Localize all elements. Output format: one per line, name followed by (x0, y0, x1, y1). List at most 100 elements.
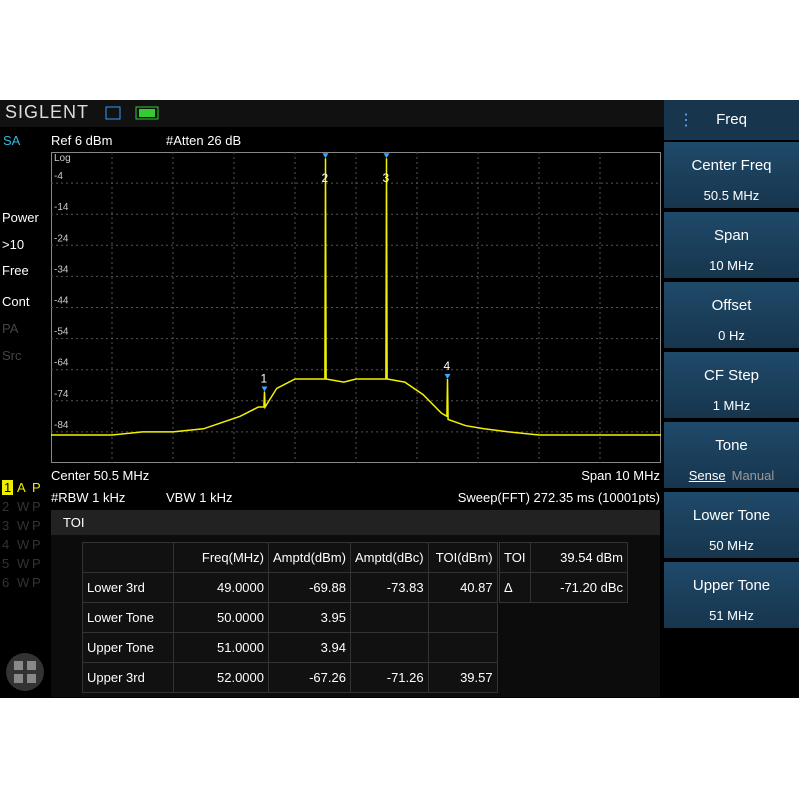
marker-label: 3 (383, 171, 390, 185)
trace-flag: W (17, 537, 30, 552)
screen: SIGLENT SA Ref 6 dBm #Atten 26 dB Log -4… (0, 100, 799, 698)
y-tick-label: -14 (54, 202, 69, 213)
row-name: Lower 3rd (82, 572, 174, 603)
cell (427, 632, 498, 663)
trace-flag: A (17, 480, 26, 495)
menu-label: Offset (711, 297, 752, 314)
menu-button[interactable]: Center Freq 50.5 MHz (664, 142, 799, 208)
marker-label: 4 (444, 359, 451, 373)
cell (427, 602, 498, 633)
menu-value: 10 MHz (709, 258, 754, 273)
trace-flag: W (17, 575, 30, 590)
menu-value: 1 MHz (712, 398, 751, 413)
cell: -73.83 (349, 572, 429, 603)
y-tick-label: -34 (54, 264, 69, 275)
y-tick-label: -24 (54, 233, 69, 244)
menu-label: CF Step (703, 367, 760, 384)
status-item: >10 (2, 237, 25, 252)
menu-button[interactable]: Upper Tone 51 MHz (664, 562, 799, 628)
menu-value: 51 MHz (709, 608, 754, 623)
row-name: Upper Tone (82, 632, 174, 663)
menu-label: Tone (715, 437, 748, 454)
cell: 52.0000 (173, 662, 269, 693)
status-item: PA (2, 321, 19, 336)
menu-button[interactable]: Span 10 MHz (664, 212, 799, 278)
row-name: Upper 3rd (82, 662, 174, 693)
column-header: Amptd(dBm) (268, 542, 351, 573)
y-tick-label: -64 (54, 358, 69, 369)
toi-table: Freq(MHz) Amptd(dBm) Amptd(dBc) TOI(dBm) Low… (82, 542, 498, 693)
menu-button[interactable]: Tone Sense Manual (664, 422, 799, 488)
trace-flag: P (32, 480, 41, 495)
marker (322, 153, 329, 159)
span: Span 10 MHz (581, 468, 660, 483)
menu-button[interactable]: CF Step 1 MHz (664, 352, 799, 418)
menu-options: Sense Manual (664, 468, 799, 483)
status-item: Power (2, 210, 39, 225)
cell (349, 632, 429, 663)
trace-flag: 3 (2, 518, 10, 533)
menu-label: Lower Tone (692, 507, 771, 524)
menu-option[interactable]: Sense (688, 468, 726, 483)
center: Center 50.5 MHz (51, 468, 150, 483)
menu-title: Freq (716, 111, 747, 128)
row: Lower Tone 50.0000 3.95 (82, 602, 498, 633)
row-name: Lower Tone (82, 602, 174, 633)
menu-label: Upper Tone (692, 577, 771, 594)
ref: Ref 6 dBm (51, 133, 113, 148)
marker-label: 2 (322, 171, 329, 185)
menu-button[interactable]: Lower Tone 50 MHz (664, 492, 799, 558)
trace-flag: P (32, 556, 41, 571)
summary-label: Δ (499, 572, 531, 603)
status-item: Free (2, 263, 29, 278)
menu-value: 50 MHz (709, 538, 754, 553)
trace-flag: P (32, 537, 41, 552)
trace-flag: P (32, 575, 41, 590)
marker-label: 1 (261, 371, 268, 385)
toi-header (51, 510, 660, 535)
cell: 51.0000 (173, 632, 269, 663)
trace-flag: P (32, 518, 41, 533)
column-header: Freq(MHz) (173, 542, 269, 573)
cell: -67.26 (268, 662, 351, 693)
marker (444, 374, 451, 380)
trace-flag: P (32, 499, 41, 514)
cell: 50.0000 (173, 602, 269, 633)
cell: 49.0000 (173, 572, 269, 603)
trace-flag: W (17, 556, 30, 571)
rbw: #RBW 1 kHz (51, 490, 126, 505)
menu-option[interactable]: Manual (731, 468, 775, 483)
marker (261, 386, 268, 392)
menu-button[interactable]: Offset 0 Hz (664, 282, 799, 348)
mode: SA (3, 133, 21, 148)
row: Lower 3rd 49.0000 -69.88 -73.83 40.87 (82, 572, 498, 603)
brand: SIGLENT (5, 102, 90, 122)
status-icons (105, 106, 159, 120)
summary-label: TOI (499, 542, 531, 573)
corner-cell (82, 542, 174, 573)
vbw: VBW 1 kHz (166, 490, 233, 505)
row: Upper 3rd 52.0000 -67.26 -71.26 39.57 (82, 662, 498, 693)
cell (349, 602, 429, 633)
summary-value: -71.20 dBc (530, 572, 628, 603)
trace-flag: 5 (2, 556, 10, 571)
home-icon (6, 653, 44, 691)
menu-label: Center Freq (691, 157, 772, 174)
cell: 39.57 (427, 662, 498, 693)
toi-summary: TOI 39.54 dBm Δ -71.20 dBc (499, 542, 628, 603)
cell: 40.87 (427, 572, 498, 603)
scale: Log (54, 153, 71, 164)
toi-title: TOI (63, 515, 85, 530)
top-bar (0, 100, 664, 127)
cell: 3.95 (268, 602, 351, 633)
y-tick-label: -84 (54, 420, 69, 431)
column-header: Amptd(dBc) (349, 542, 429, 573)
trace-flag: W (17, 518, 30, 533)
spectrum-plot: Log -4 -14 -24 -34 -44 -54 -64 -74 -84 1 2 3 4 (51, 152, 661, 463)
row: Upper Tone 51.0000 3.94 (82, 632, 498, 663)
column-header: TOI(dBm) (427, 542, 498, 573)
trace-flag: 1 (2, 480, 14, 495)
summary-value: 39.54 dBm (530, 542, 628, 573)
menu-dots: ⋮ (678, 112, 694, 129)
